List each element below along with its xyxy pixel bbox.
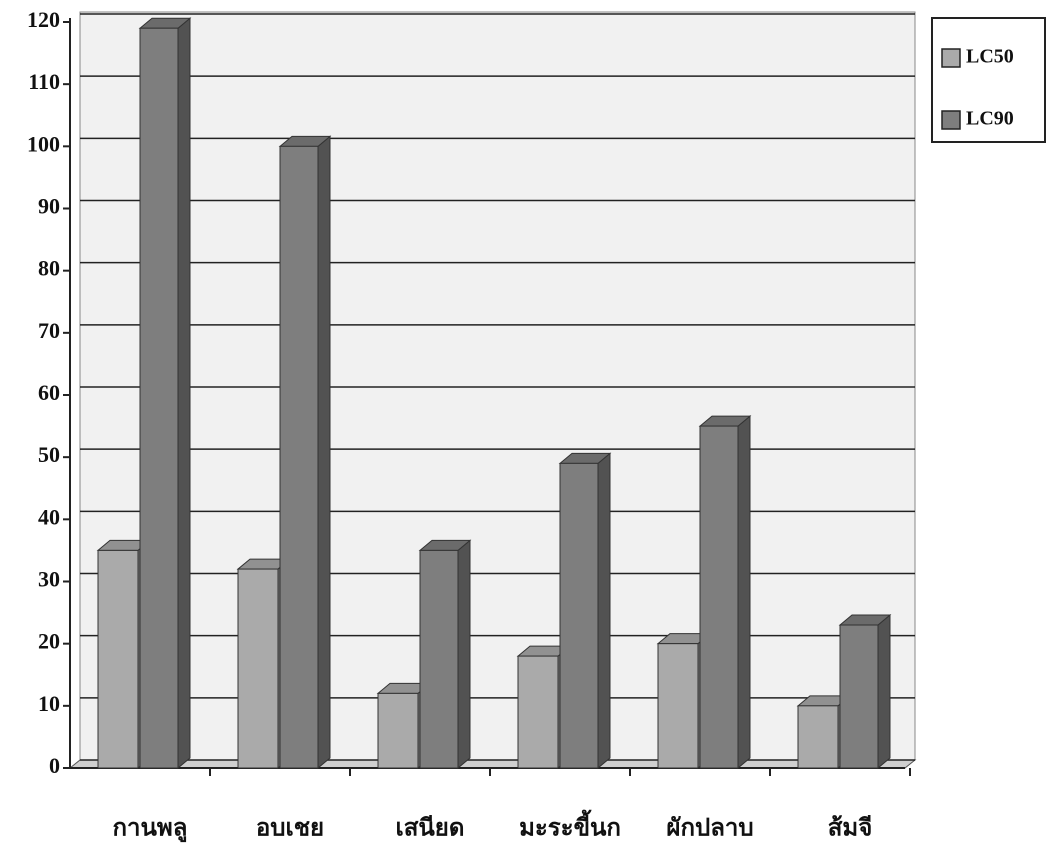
x-tick-label: ผักปลาบ bbox=[666, 816, 753, 842]
chart: 0 10 20 30 40 50 60 70 80 90 100 110 120 กานพลู อบเชย เ… bbox=[0, 0, 1047, 848]
y-tick-label: 10 bbox=[38, 691, 60, 716]
legend-swatch bbox=[942, 49, 960, 67]
y-tick-label: 0 bbox=[49, 753, 60, 778]
plot-floor bbox=[70, 760, 915, 768]
x-tick-label: อบเชย bbox=[256, 816, 324, 842]
legend-swatch bbox=[942, 111, 960, 129]
y-tick-label: 30 bbox=[38, 567, 60, 592]
bar bbox=[238, 569, 278, 768]
plot-back-wall bbox=[80, 12, 915, 760]
y-tick-label: 70 bbox=[38, 318, 60, 343]
x-tick-label: เสนียด bbox=[396, 815, 465, 842]
bar bbox=[700, 426, 738, 768]
legend-label: LC90 bbox=[966, 108, 1014, 130]
x-tick-label: ส้มจี bbox=[828, 815, 873, 842]
bar-side bbox=[178, 18, 190, 768]
bar bbox=[420, 550, 458, 768]
y-tick-label: 50 bbox=[38, 442, 60, 467]
bar bbox=[140, 28, 178, 768]
legend-label: LC50 bbox=[966, 46, 1014, 68]
bar-side bbox=[318, 136, 330, 768]
y-tick-label: 80 bbox=[38, 256, 60, 281]
y-tick-label: 120 bbox=[27, 7, 60, 32]
bar bbox=[658, 644, 698, 768]
y-tick-label: 90 bbox=[38, 194, 60, 219]
bar-side bbox=[598, 453, 610, 768]
bar bbox=[798, 706, 838, 768]
bar-side bbox=[738, 416, 750, 768]
bar bbox=[840, 625, 878, 768]
bar bbox=[560, 463, 598, 768]
x-tick-label: มะระขี้นก bbox=[519, 809, 621, 842]
bar bbox=[98, 550, 138, 768]
y-tick-label: 110 bbox=[28, 69, 60, 94]
bar bbox=[378, 693, 418, 768]
bar-side bbox=[458, 540, 470, 768]
y-tick-label: 100 bbox=[27, 131, 60, 156]
bar bbox=[280, 146, 318, 768]
x-tick-label: กานพลู bbox=[113, 816, 188, 843]
y-tick-label: 60 bbox=[38, 380, 60, 405]
bar-side bbox=[878, 615, 890, 768]
y-tick-label: 40 bbox=[38, 504, 60, 529]
bar bbox=[518, 656, 558, 768]
y-tick-label: 20 bbox=[38, 629, 60, 654]
